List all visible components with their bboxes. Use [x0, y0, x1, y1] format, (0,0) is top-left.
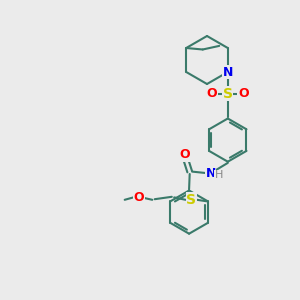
Text: S: S	[223, 87, 233, 100]
Text: O: O	[134, 191, 144, 204]
Text: N: N	[223, 65, 233, 79]
Text: O: O	[238, 87, 249, 100]
Text: N: N	[206, 167, 216, 180]
Text: O: O	[207, 87, 217, 100]
Text: O: O	[180, 148, 190, 161]
Text: H: H	[215, 170, 223, 180]
Text: S: S	[186, 193, 196, 207]
